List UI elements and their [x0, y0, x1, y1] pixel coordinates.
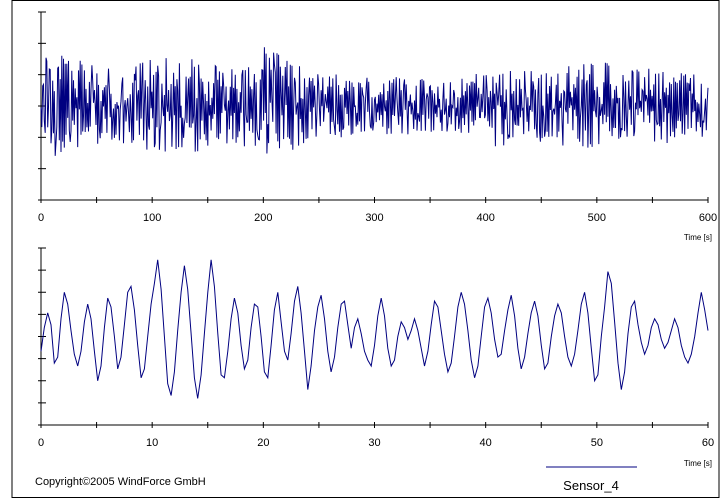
x-tick-label: 50 [591, 437, 603, 449]
x-tick-label: 0 [38, 212, 44, 224]
outer-frame [11, 0, 720, 498]
x-tick-label: 0 [38, 437, 44, 449]
x-tick-label: 300 [365, 212, 383, 224]
x-tick-label: 10 [146, 437, 158, 449]
lower-panel: 0 10 20 30 40 50 60 Time [s] [38, 247, 714, 468]
copyright-text: Copyright©2005 WindForce GmbH [35, 476, 206, 488]
x-tick-label: 200 [254, 212, 272, 224]
upper-series-line [40, 47, 709, 156]
x-tick-label: 20 [257, 437, 269, 449]
upper-x-axis-title: Time [s] [684, 233, 712, 242]
lower-x-axis-title: Time [s] [684, 459, 712, 468]
x-tick-label: 100 [143, 212, 161, 224]
x-tick-label: 500 [588, 212, 606, 224]
x-tick-label: 40 [480, 437, 492, 449]
x-tick-label: 600 [699, 212, 717, 224]
x-tick-label: 30 [368, 437, 380, 449]
x-tick-label: 60 [702, 437, 714, 449]
upper-panel: 0 100 200 300 400 500 600 Time [s] [38, 11, 717, 242]
legend-label: Sensor_4 [563, 478, 619, 493]
x-tick-label: 400 [476, 212, 494, 224]
lower-series-line [40, 259, 709, 399]
